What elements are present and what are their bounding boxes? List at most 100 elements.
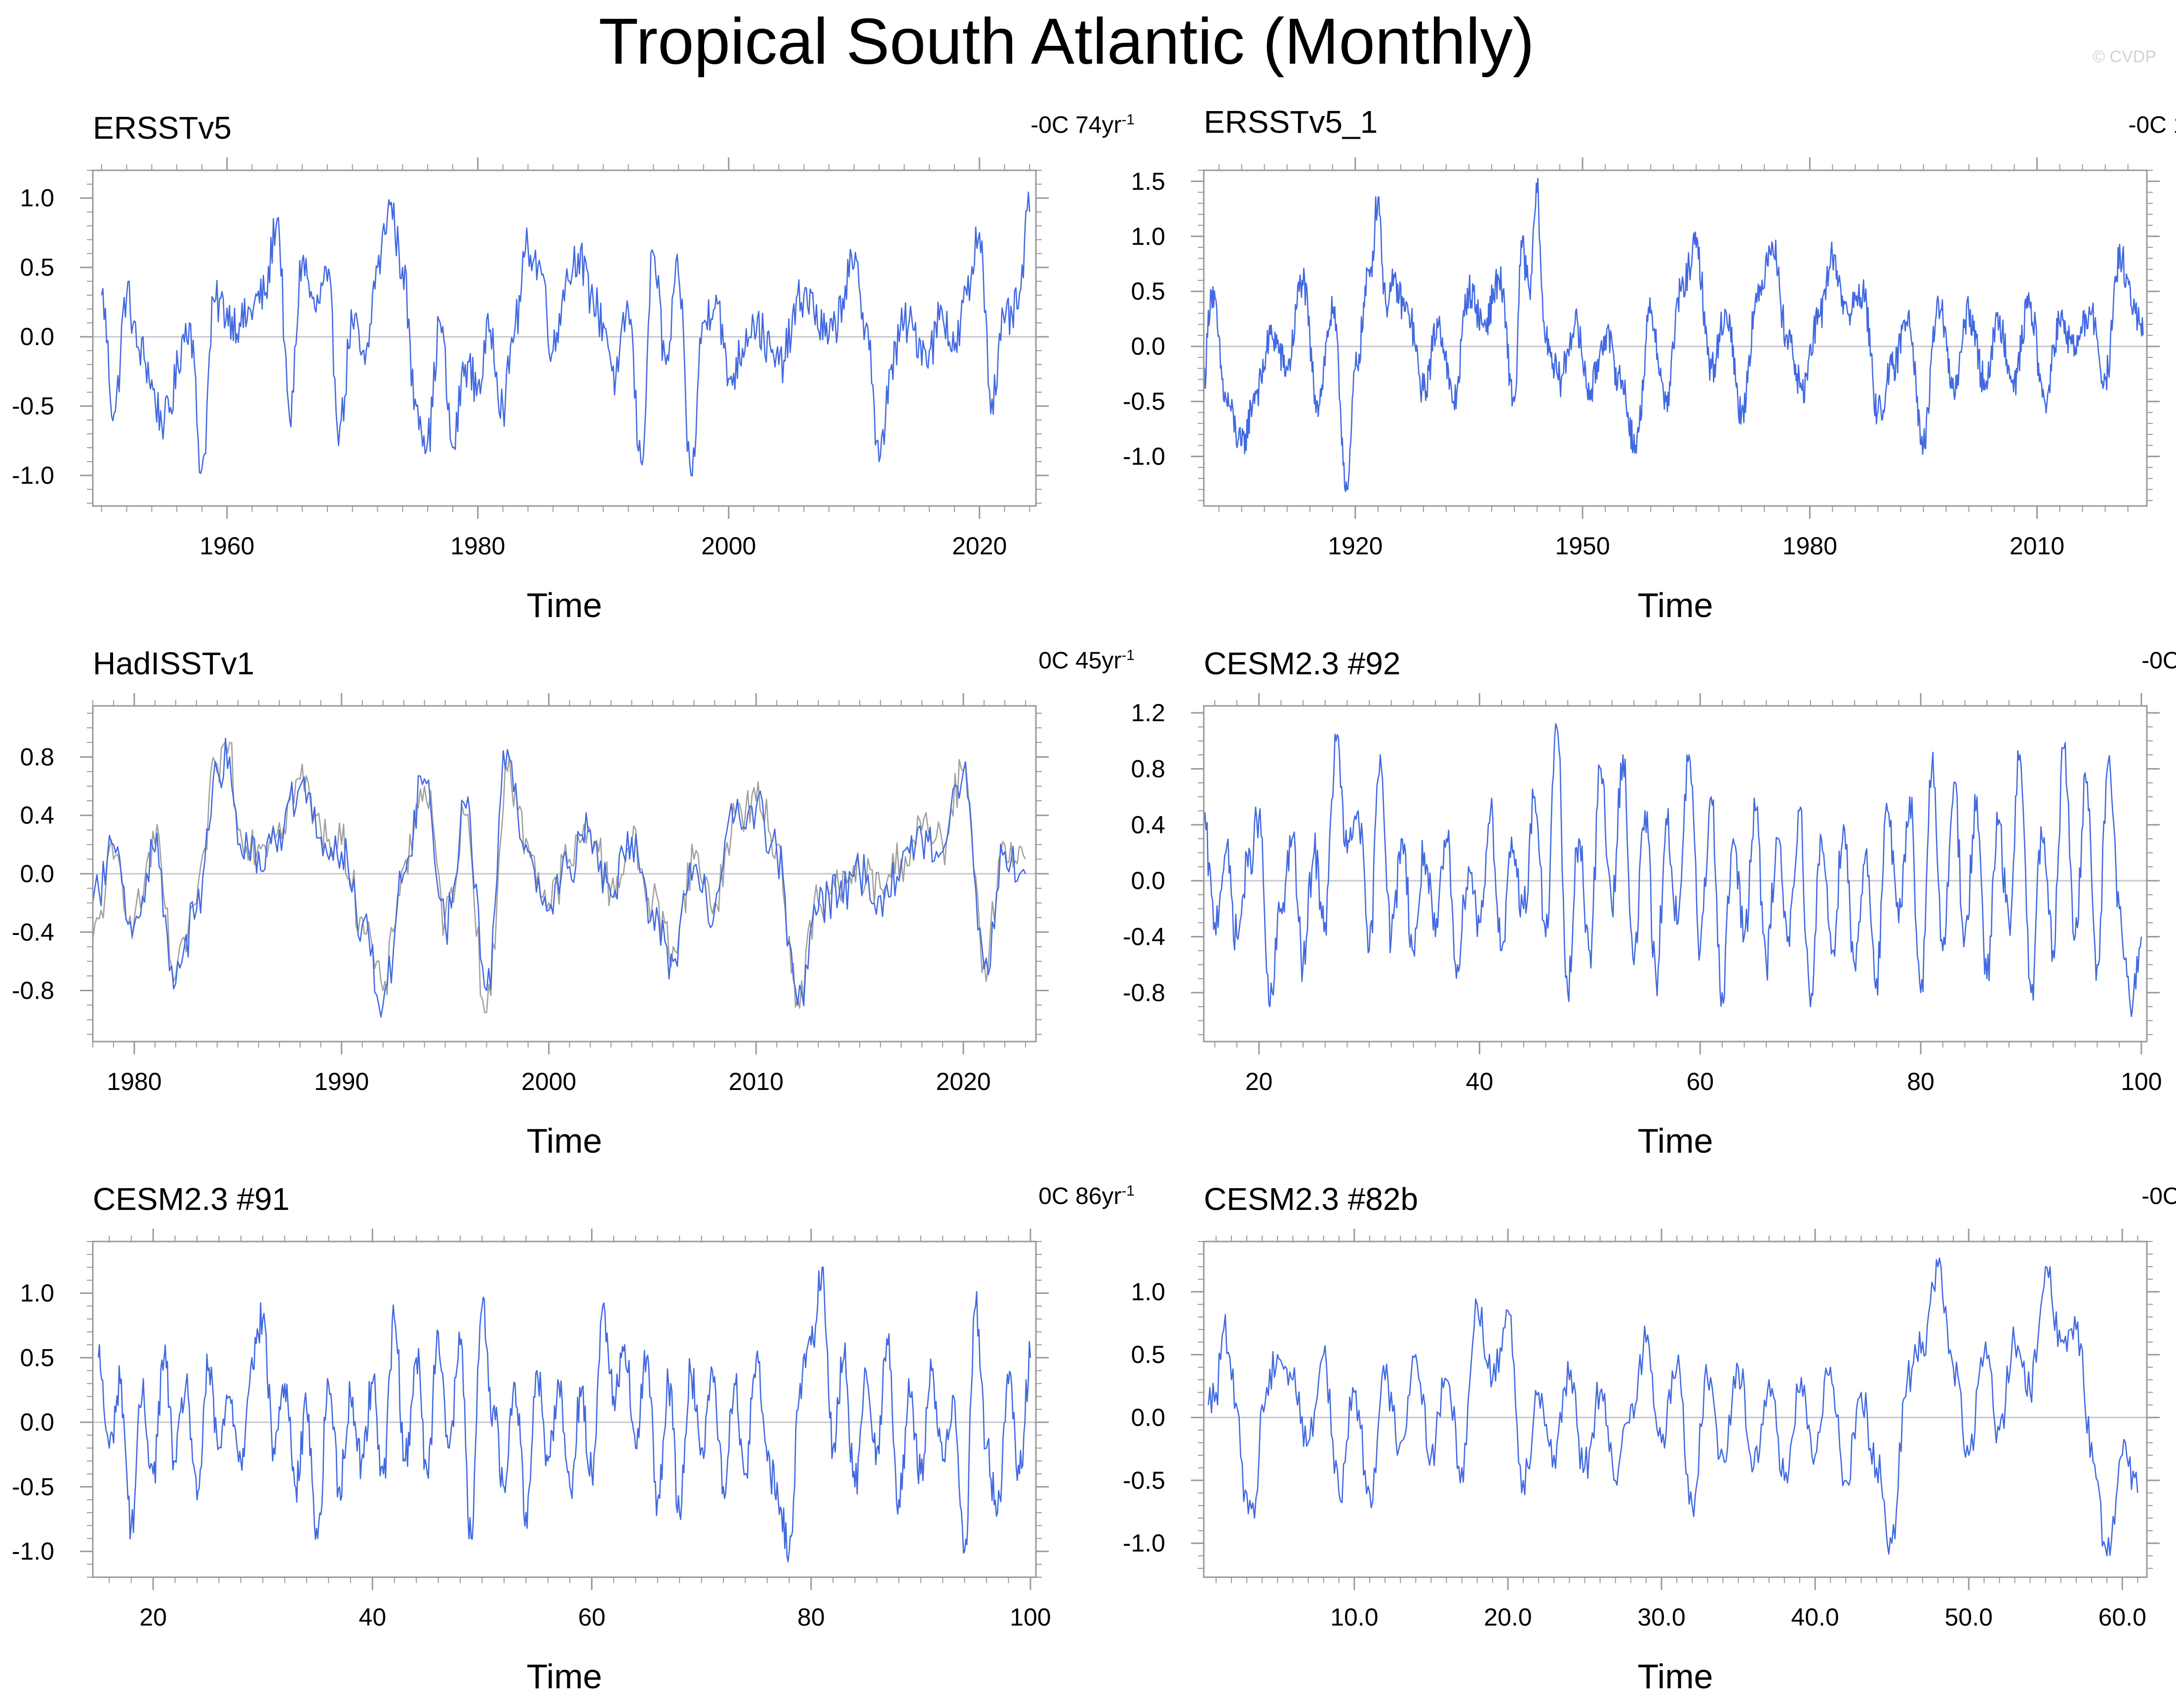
chart-plot: 20 40 60 80 100 1.0 0.5 0.0 -0.5 -1.0 <box>12 1229 1051 1631</box>
y-tick-label: -0.4 <box>12 918 54 946</box>
trend-exponent: -1 <box>1121 112 1135 128</box>
y-tick-label: -1.0 <box>12 1538 54 1565</box>
y-tick-label: -0.5 <box>1123 1467 1165 1494</box>
y-tick-label: 0.0 <box>1131 333 1165 360</box>
y-tick-label: 0.0 <box>20 860 54 888</box>
y-tick-label: 1.0 <box>20 1280 54 1307</box>
y-tick-label: 0.5 <box>20 1344 54 1371</box>
x-tick-label: 30.0 <box>1637 1603 1685 1631</box>
trend-value: -0C <box>2128 112 2167 138</box>
series-line-0 <box>92 740 1027 1013</box>
series-line-0 <box>1208 1257 2138 1556</box>
x-tick-label: 20 <box>139 1603 167 1631</box>
trend-label: -0C 61yr-1 <box>2141 647 2176 674</box>
plot-frame <box>1203 705 2148 1043</box>
panel-cesm23-91: CESM2.3 #91 0C 86yr-1 20 40 60 80 100 1.0 0.5 0… <box>0 1175 1135 1708</box>
panel-title: ERSSTv5 <box>93 110 232 146</box>
panel-ersstv5-1: ERSSTv5_1 -0C 124yr-1 19201950198020101.… <box>1111 104 2176 637</box>
y-tick-label: 0.0 <box>20 1408 54 1436</box>
x-tick-label: 60 <box>578 1603 606 1631</box>
x-tick-label: 2010 <box>2010 532 2064 560</box>
x-tick-label: 1980 <box>107 1068 161 1095</box>
x-tick-label: 80 <box>1907 1068 1935 1095</box>
x-tick-label: 2010 <box>729 1068 784 1095</box>
trend-value: 0C <box>1038 648 1069 674</box>
y-tick-label: 1.5 <box>1131 167 1165 195</box>
y-tick-label: -0.8 <box>12 977 54 1005</box>
y-tick-label: -1.0 <box>1123 1529 1165 1557</box>
panel-cesm23-92: CESM2.3 #92 -0C 61yr-1 20 40 60 80 100 1.2 0.8… <box>1111 639 2176 1172</box>
y-tick-label: -0.5 <box>12 1473 54 1501</box>
y-tick-label: 1.0 <box>20 184 54 212</box>
x-tick-label: 1950 <box>1555 532 1610 560</box>
x-tick-label: 100 <box>2121 1068 2162 1095</box>
trend-rate-text: 124yr <box>2173 112 2176 138</box>
plot-frame <box>1203 1241 2148 1578</box>
y-tick-label: 1.0 <box>1131 1278 1165 1306</box>
x-tick-label: 2020 <box>936 1068 990 1095</box>
y-tick-label: -1.0 <box>12 462 54 489</box>
x-tick-label: 1990 <box>314 1068 369 1095</box>
panel-title: CESM2.3 #92 <box>1204 646 1401 681</box>
x-axis-label: Time <box>526 1657 602 1696</box>
x-tick-label: 2000 <box>521 1068 576 1095</box>
x-tick-label: 20 <box>1245 1068 1273 1095</box>
y-tick-label: -0.4 <box>1123 923 1165 951</box>
series-line-0 <box>97 1266 1031 1562</box>
panel-cesm23-82b: CESM2.3 #82b -0C 86yr-1 10.0 20.0 30.0 40.0… <box>1111 1175 2176 1708</box>
y-tick-label: -0.5 <box>1123 388 1165 415</box>
plot-frame <box>92 1241 1037 1578</box>
trend-rate: 74yr-1 <box>1075 112 1135 138</box>
trend-value: 0C <box>1038 1183 1069 1209</box>
chart-plot: 20 40 60 80 100 1.2 0.8 0.4 0.0 -0.4 -0.8 <box>1123 693 2162 1095</box>
panel-title: CESM2.3 #91 <box>93 1181 290 1217</box>
y-tick-label: 0.5 <box>1131 1341 1165 1368</box>
trend-rate: 86yr-1 <box>1075 1183 1135 1209</box>
y-tick-label: 1.2 <box>1131 699 1165 727</box>
trend-rate-text: 45yr <box>1075 648 1122 674</box>
chart-plot: 1920 1950 1980 2010 1.5 1.0 0.5 0.0 -0.5 -1.0 <box>1123 157 2160 560</box>
watermark: © CVDP <box>2093 47 2156 66</box>
panel-title: HadISSTv1 <box>93 646 255 681</box>
x-axis-label: Time <box>526 586 602 624</box>
x-axis-label: Time <box>1637 1122 1713 1160</box>
trend-rate: 45yr-1 <box>1075 647 1135 674</box>
panel-title: ERSSTv5_1 <box>1204 104 1378 140</box>
chart-plot: 10.0 20.0 30.0 40.0 50.0 60.0 1.0 0.5 0.0 -0.5 -1.… <box>1123 1229 2160 1631</box>
y-tick-label: 0.0 <box>1131 1404 1165 1432</box>
trend-exponent: -1 <box>1121 647 1135 663</box>
x-tick-label: 80 <box>797 1603 825 1631</box>
y-tick-label: 0.5 <box>1131 277 1165 305</box>
y-tick-label: 0.0 <box>20 323 54 350</box>
x-tick-label: 60 <box>1686 1068 1714 1095</box>
x-tick-label: 1980 <box>450 532 505 560</box>
x-axis-label: Time <box>1637 586 1713 624</box>
y-tick-label: 0.8 <box>20 743 54 771</box>
x-tick-label: 1960 <box>199 532 254 560</box>
y-tick-label: -1.0 <box>1123 443 1165 470</box>
chart-plot: 1980 1990 2000 2010 2020 0.8 0.4 0.0 -0.4 -0.8 <box>12 693 1049 1095</box>
y-tick-label: -0.5 <box>12 392 54 420</box>
page-title: Tropical South Atlantic (Monthly) <box>598 5 1535 78</box>
x-tick-label: 60.0 <box>2098 1603 2146 1631</box>
y-tick-label: -0.8 <box>1123 979 1165 1007</box>
trend-label: 0C 45yr-1 <box>1038 647 1135 674</box>
x-tick-label: 10.0 <box>1330 1603 1378 1631</box>
y-tick-label: 0.5 <box>20 254 54 281</box>
trend-rate-text: 86yr <box>1075 1183 1122 1209</box>
trend-label: -0C 86yr-1 <box>2141 1183 2176 1210</box>
trend-exponent: -1 <box>1121 1183 1135 1199</box>
plot-frame <box>92 169 1037 507</box>
x-tick-label: 100 <box>1010 1603 1051 1631</box>
trend-label: -0C 74yr-1 <box>1030 112 1135 139</box>
x-axis-label: Time <box>526 1122 602 1160</box>
x-tick-label: 20.0 <box>1484 1603 1532 1631</box>
panel-ersstv5: ERSSTv5 -0C 74yr-1 1960 1980 2000 2020 1.0 0.… <box>0 104 1135 637</box>
series-line-0 <box>1203 723 2142 1017</box>
trend-value: -0C <box>2141 648 2176 674</box>
panel-title: CESM2.3 #82b <box>1204 1181 1419 1217</box>
y-tick-label: 0.8 <box>1131 755 1165 783</box>
x-tick-label: 2000 <box>701 532 756 560</box>
y-tick-label: 0.4 <box>20 802 54 829</box>
series-line-1 <box>92 738 1027 1018</box>
